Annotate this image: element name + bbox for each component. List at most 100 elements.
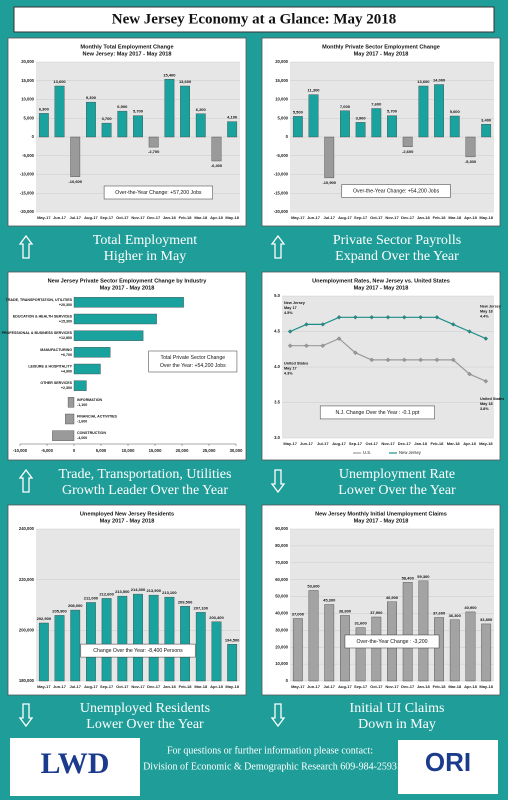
- x-tick-label: Feb-18: [179, 684, 193, 689]
- annotation-box: [344, 634, 440, 649]
- y-tick-label: 180,000: [19, 678, 35, 683]
- x-tick-label: Jan-18: [163, 215, 176, 220]
- x-tick-label: May-18: [479, 215, 493, 220]
- bar: [292, 618, 303, 682]
- bar: [117, 595, 128, 682]
- x-tick-label: Jan-18: [163, 684, 176, 689]
- annotation-text: Over the Year: +54,200 Jobs: [160, 363, 226, 369]
- value-label: 46,900: [386, 595, 399, 600]
- bar: [371, 108, 382, 138]
- y-tick-label: -5,000: [22, 153, 35, 158]
- value-label: 37,000: [292, 612, 305, 617]
- value-label: 194,500: [225, 637, 240, 642]
- x-tick-label: Oct-17: [365, 441, 378, 446]
- x-tick-label: -5,000: [41, 448, 54, 453]
- x-tick-label: Apr-18: [464, 684, 477, 689]
- bar: [73, 380, 87, 391]
- chart-title: Monthly Private Sector Employment Change: [322, 44, 440, 50]
- bar: [180, 85, 190, 138]
- caption-text: Lower Over the Year: [86, 717, 204, 732]
- bar: [164, 79, 175, 138]
- x-tick-label: May-18: [225, 215, 239, 220]
- x-tick-label: Oct-17: [116, 215, 129, 220]
- value-label: 53,600: [307, 584, 320, 589]
- bar: [195, 612, 206, 682]
- y-tick-label: 0: [32, 134, 35, 139]
- point-marker: [385, 357, 391, 363]
- value-label: 207,100: [194, 605, 209, 610]
- value-label: 9,300: [86, 95, 97, 100]
- value-label: 212,600: [99, 591, 114, 596]
- x-tick-label: Sep-17: [349, 441, 363, 446]
- caption-text: Total Employment: [93, 233, 198, 248]
- point-marker: [353, 315, 358, 320]
- caption-arrow: [270, 469, 286, 494]
- caption-arrow: [18, 468, 34, 493]
- chart-subtitle: New Jersey: May 2017 - May 2018: [83, 51, 172, 57]
- annotation-box: [319, 405, 435, 420]
- y-tick-label: 4.0: [274, 364, 280, 369]
- caption-text: Growth Leader Over the Year: [62, 483, 228, 498]
- value-label: 45,300: [323, 598, 336, 603]
- point-marker: [483, 378, 489, 384]
- bar: [70, 609, 81, 682]
- point-note: United States: [284, 361, 308, 365]
- caption-text: Lower Over the Year: [338, 483, 456, 498]
- annotation-box: [103, 185, 213, 200]
- x-tick-label: May-17: [37, 684, 51, 689]
- x-tick-label: Oct-17: [370, 215, 383, 220]
- x-tick-label: Nov-17: [131, 215, 145, 220]
- bar: [340, 615, 350, 682]
- point-note: 4.3%: [284, 371, 293, 375]
- bar: [324, 136, 335, 179]
- caption-text: Expand Over the Year: [335, 249, 459, 264]
- bar: [86, 602, 96, 682]
- y-tick-label: -15,000: [20, 190, 35, 195]
- point-marker: [336, 336, 342, 341]
- point-marker: [304, 343, 309, 348]
- x-tick-label: 0: [73, 448, 76, 453]
- value-label: +6,700: [61, 353, 72, 357]
- bar: [86, 101, 96, 138]
- y-tick-label: 3.0: [274, 435, 280, 440]
- x-tick-label: Oct-17: [116, 684, 129, 689]
- x-tick-label: Apr-18: [463, 441, 476, 446]
- x-tick-label: Jun-17: [53, 215, 67, 220]
- legend-label: New Jersey: [399, 450, 422, 455]
- annotation-box: [80, 643, 196, 658]
- value-label: -6,400: [211, 163, 223, 168]
- value-label: 3,700: [102, 116, 113, 121]
- x-tick-label: Nov-17: [131, 684, 145, 689]
- point-marker: [304, 322, 309, 327]
- y-tick-label: 15,000: [21, 78, 34, 83]
- point-marker: [320, 322, 325, 327]
- point-marker: [320, 343, 325, 348]
- x-tick-label: Jul-17: [69, 215, 81, 220]
- value-label: 5,700: [133, 109, 144, 114]
- x-tick-label: Oct-17: [370, 684, 383, 689]
- value-label: 38,800: [339, 609, 352, 614]
- point-note: 3.8%: [480, 407, 489, 411]
- point-marker: [418, 315, 423, 320]
- point-marker: [287, 329, 293, 334]
- value-label: 203,400: [209, 615, 224, 620]
- bar: [387, 115, 397, 138]
- left-logo: LWD: [41, 747, 110, 780]
- point-marker: [402, 357, 407, 363]
- caption-text: Initial UI Claims: [350, 701, 445, 716]
- point-note: New Jersey: [284, 301, 306, 305]
- annotation-box: [341, 184, 451, 198]
- point-marker: [369, 315, 374, 320]
- chart-title: Unemployed New Jersey Residents: [80, 511, 174, 517]
- category-label: OTHER SERVICES: [40, 381, 72, 385]
- point-note: May 18: [480, 402, 493, 406]
- y-tick-label: 20,000: [275, 59, 288, 64]
- point-note: 4.4%: [480, 315, 489, 319]
- value-label: 5,700: [387, 109, 398, 114]
- bar: [73, 363, 101, 375]
- x-tick-label: May-18: [479, 441, 493, 446]
- bar: [449, 115, 460, 138]
- value-label: +2,300: [61, 386, 72, 390]
- point-marker: [402, 315, 407, 320]
- value-label: 3,400: [481, 117, 492, 122]
